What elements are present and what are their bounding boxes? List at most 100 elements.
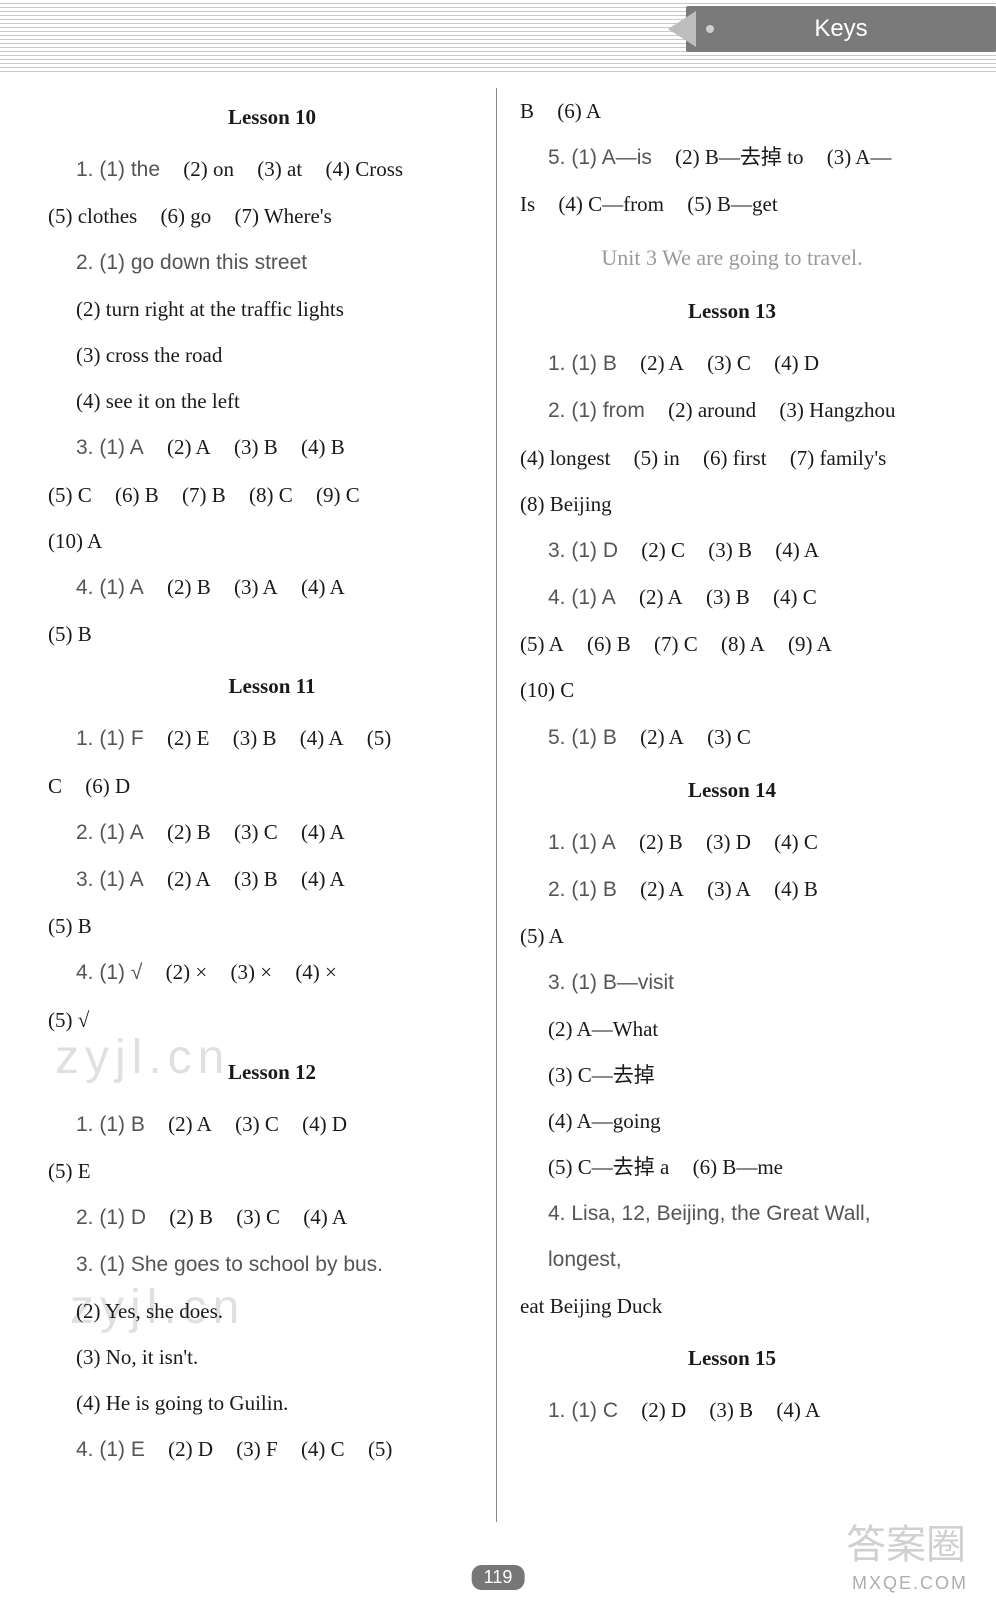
answer-item: (4) × [295,949,337,995]
answer-item: (2) D [641,1387,686,1433]
answer-item: (3) C [707,714,751,760]
answer-item: (6) B—me [693,1144,783,1190]
l14-q2-row1: 2. (1) B (2) A (3) A (4) B [520,866,944,913]
answer-item: (2) A [639,574,683,620]
answer-item: (3) at [257,146,302,192]
answer-item: (2) B—去掉 to [675,134,803,180]
l14-q3-1: 3. (1) B—visit [520,960,944,1006]
answer-item: (2) C [641,527,685,573]
l13-q2-row3: (8) Beijing [520,481,944,527]
watermark-4: MXQE.COM [852,1573,968,1594]
answer-item: (9) C [316,472,360,518]
answer-item: (2) on [183,146,234,192]
l14-q3-4: (4) A—going [520,1098,944,1144]
answer-item: C [48,763,62,809]
lesson-12-title: Lesson 12 [48,1049,496,1095]
answer-item: (2) A [167,424,211,470]
answer-item: 1. (1) B [520,341,617,387]
answer-item: (2) A [640,714,684,760]
answer-item: (2) × [166,949,208,995]
cont-row: B (6) A [520,88,944,134]
l14-q4-1: 4. Lisa, 12, Beijing, the Great Wall, lo… [520,1191,944,1283]
answer-item: (5) clothes [48,193,137,239]
answer-item: (2) B [639,819,683,865]
answer-item: (5) in [634,435,680,481]
l14-q1-row: 1. (1) A (2) B (3) D (4) C [520,819,944,866]
answer-item: (2) D [168,1426,213,1472]
answer-item: (2) B [167,564,211,610]
answer-item: 4. (1) A [520,575,616,621]
answer-item: Is [520,181,535,227]
answer-item: (6) B [115,472,159,518]
answer-item: (3) B [709,1387,753,1433]
l10-q2-2: (2) turn right at the traffic lights [48,286,496,332]
answer-item: (7) Where's [234,193,331,239]
l12-q1-row2: (5) E [48,1148,496,1194]
column-divider [496,88,497,1522]
answer-item: (4) D [302,1101,347,1147]
l10-q3-row3: (10) A [48,518,496,564]
answer-item: 2. (1) A [48,810,144,856]
left-column: Lesson 10 1. (1) the (2) on (3) at (4) C… [48,88,496,1522]
answer-item: 5. (1) B [520,715,617,761]
l11-q1-row2: C (6) D [48,763,496,809]
l12-q5-row2: Is (4) C—from (5) B—get [520,181,944,227]
answer-item: 3. (1) A [48,857,144,903]
answer-item: (6) D [85,763,130,809]
lesson-10-title: Lesson 10 [48,94,496,140]
answer-item: (3) A [234,564,278,610]
l13-q1-row: 1. (1) B (2) A (3) C (4) D [520,340,944,387]
l12-q3-4: (4) He is going to Guilin. [48,1380,496,1426]
l12-q1-row1: 1. (1) B (2) A (3) C (4) D [48,1101,496,1148]
answer-item: (3) Hangzhou [779,387,895,433]
l14-q3-5: (5) C—去掉 a (6) B—me [520,1144,944,1190]
answer-item: (3) C [236,1194,280,1240]
answer-item: (2) E [167,715,210,761]
answer-item: 4. (1) A [48,565,144,611]
answer-item: 5. (1) A—is [520,135,652,181]
lesson-14-title: Lesson 14 [520,767,944,813]
answer-item: 2. (1) D [48,1195,146,1241]
answer-item: (6) A [557,88,601,134]
l13-q4-row2: (5) A (6) B (7) C (8) A (9) A [520,621,944,667]
dot-icon [706,25,714,33]
answer-item: (8) C [249,472,293,518]
answer-item: (2) B [169,1194,213,1240]
answer-item: (4) C [774,819,818,865]
answer-item: (3) B [706,574,750,620]
answer-item: (4) B [774,866,818,912]
l10-q3-row1: 3. (1) A (2) A (3) B (4) B [48,424,496,471]
l11-q1-row1: 1. (1) F (2) E (3) B (4) A (5) [48,715,496,762]
answer-item: (3) C [235,1101,279,1147]
answer-item: (5) B—get [687,181,777,227]
answer-item: (4) C [773,574,817,620]
keys-label: Keys [814,15,867,43]
l12-q3-3: (3) No, it isn't. [48,1334,496,1380]
header-band: Keys [0,0,996,72]
l10-q4-row2: (5) B [48,611,496,657]
answer-item: (3) C [707,340,751,386]
answer-item: (4) longest [520,435,610,481]
answer-item: (4) C [301,1426,345,1472]
l14-q2-row2: (5) A [520,913,944,959]
answer-item: (8) A [721,621,765,667]
answer-item: 2. (1) B [520,867,617,913]
answer-item: (3) B [708,527,752,573]
l13-q3-row: 3. (1) D (2) C (3) B (4) A [520,527,944,574]
answer-item: (4) A [776,1387,820,1433]
answer-item: (4) Cross [325,146,403,192]
answer-item: (2) A [167,856,211,902]
answer-item: (6) go [160,193,211,239]
answer-item: 1. (1) B [48,1102,145,1148]
answer-item: (2) B [167,809,211,855]
l11-q4-row1: 4. (1) √ (2) × (3) × (4) × [48,949,496,996]
answer-item: 4. (1) E [48,1427,145,1473]
answer-item: (4) C—from [558,181,664,227]
answer-item: (4) D [774,340,819,386]
answer-item: (3) B [233,715,277,761]
l12-q3-2: (2) Yes, she does. [48,1288,496,1334]
answer-item: (3) D [706,819,751,865]
answer-item: (4) A [303,1194,347,1240]
answer-item: 1. (1) C [520,1388,618,1434]
l11-q3-row1: 3. (1) A (2) A (3) B (4) A [48,856,496,903]
